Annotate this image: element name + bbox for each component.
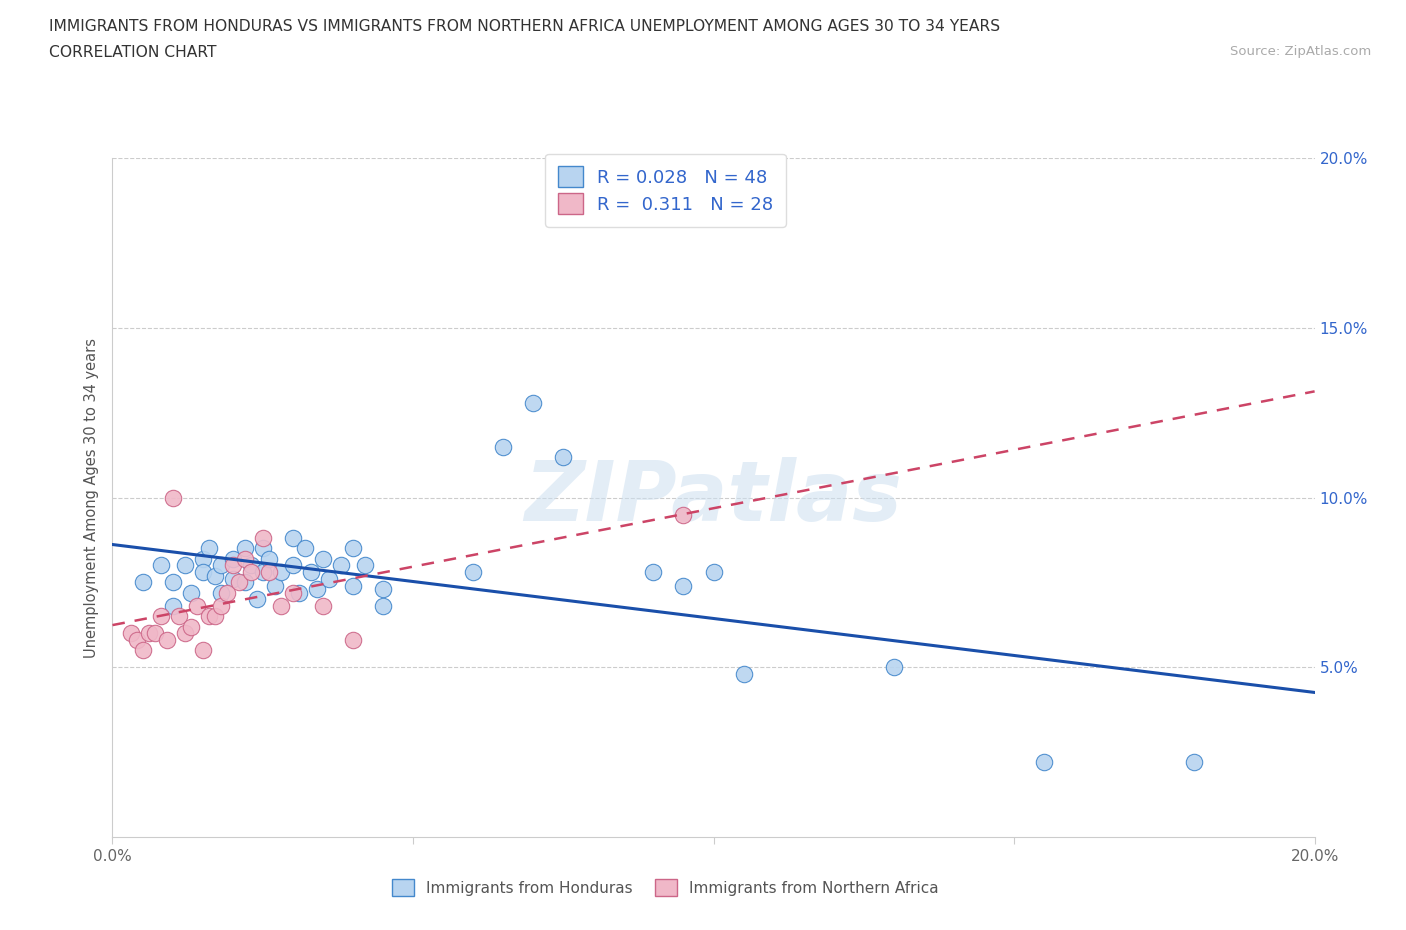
Point <box>209 599 232 614</box>
Point <box>215 585 238 600</box>
Point <box>252 565 274 579</box>
Point <box>209 558 232 573</box>
Point <box>239 558 262 573</box>
Point <box>702 565 725 579</box>
Point <box>461 565 484 579</box>
Point <box>263 578 285 593</box>
Point <box>281 585 304 600</box>
Point <box>281 558 304 573</box>
Point <box>228 575 250 590</box>
Point <box>281 531 304 546</box>
Point <box>149 609 172 624</box>
Point <box>672 507 695 522</box>
Point <box>305 582 328 597</box>
Point <box>733 667 755 682</box>
Point <box>162 575 184 590</box>
Point <box>138 626 160 641</box>
Point <box>180 585 202 600</box>
Point <box>1184 755 1206 770</box>
Point <box>312 551 335 566</box>
Legend: Immigrants from Honduras, Immigrants from Northern Africa: Immigrants from Honduras, Immigrants fro… <box>385 871 946 904</box>
Y-axis label: Unemployment Among Ages 30 to 34 years: Unemployment Among Ages 30 to 34 years <box>84 338 100 658</box>
Point <box>1033 755 1056 770</box>
Point <box>318 572 340 587</box>
Point <box>239 565 262 579</box>
Point <box>288 585 311 600</box>
Point <box>342 578 364 593</box>
Point <box>209 585 232 600</box>
Point <box>173 626 195 641</box>
Point <box>180 619 202 634</box>
Point <box>492 439 515 454</box>
Point <box>131 643 153 658</box>
Point <box>342 632 364 647</box>
Point <box>204 609 226 624</box>
Point <box>204 568 226 583</box>
Point <box>191 551 214 566</box>
Text: ZIPatlas: ZIPatlas <box>524 457 903 538</box>
Point <box>553 449 575 464</box>
Point <box>197 541 219 556</box>
Point <box>522 395 544 410</box>
Point <box>371 599 394 614</box>
Text: CORRELATION CHART: CORRELATION CHART <box>49 45 217 60</box>
Point <box>257 551 280 566</box>
Point <box>120 626 142 641</box>
Point <box>173 558 195 573</box>
Point <box>125 632 148 647</box>
Point <box>222 558 245 573</box>
Point <box>167 609 190 624</box>
Point <box>643 565 665 579</box>
Point <box>155 632 177 647</box>
Point <box>342 541 364 556</box>
Point <box>143 626 166 641</box>
Point <box>312 599 335 614</box>
Point <box>299 565 322 579</box>
Point <box>162 599 184 614</box>
Point <box>131 575 153 590</box>
Point <box>270 599 292 614</box>
Point <box>294 541 316 556</box>
Point <box>672 578 695 593</box>
Text: IMMIGRANTS FROM HONDURAS VS IMMIGRANTS FROM NORTHERN AFRICA UNEMPLOYMENT AMONG A: IMMIGRANTS FROM HONDURAS VS IMMIGRANTS F… <box>49 19 1000 33</box>
Point <box>371 582 394 597</box>
Text: Source: ZipAtlas.com: Source: ZipAtlas.com <box>1230 45 1371 58</box>
Point <box>149 558 172 573</box>
Point <box>883 660 905 675</box>
Point <box>233 551 256 566</box>
Point <box>233 575 256 590</box>
Point <box>191 643 214 658</box>
Point <box>222 572 245 587</box>
Point <box>329 558 352 573</box>
Point <box>197 609 219 624</box>
Point <box>354 558 377 573</box>
Point <box>246 592 269 607</box>
Point <box>186 599 208 614</box>
Point <box>270 565 292 579</box>
Point <box>162 490 184 505</box>
Point <box>222 551 245 566</box>
Point <box>252 541 274 556</box>
Point <box>252 531 274 546</box>
Point <box>191 565 214 579</box>
Point <box>233 541 256 556</box>
Point <box>257 565 280 579</box>
